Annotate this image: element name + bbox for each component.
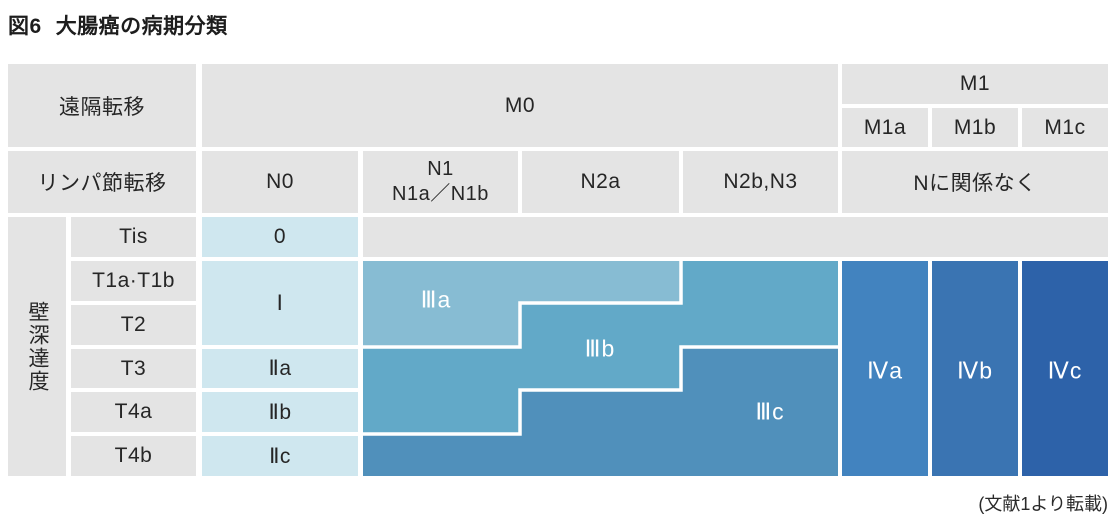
stage-cell-iia: Ⅱa — [202, 349, 358, 388]
n0-header: N0 — [202, 151, 358, 213]
n2b-n3-header: N2b,N3 — [683, 151, 838, 213]
source-caption: (文献1より転載) — [978, 494, 1108, 514]
depth-of-invasion-header: 壁深達度 — [8, 217, 66, 476]
stage-bar-ivc — [1022, 261, 1108, 476]
distant-metastasis-header: 遠隔転移 — [8, 64, 196, 147]
m1b-header: M1b — [932, 108, 1018, 147]
stage-label-ivb: Ⅳb — [956, 357, 994, 384]
stage-bar-iva — [842, 261, 928, 476]
m0-header: M0 — [202, 64, 838, 147]
n1-header: N1 N1a／N1b — [363, 151, 518, 213]
stage-cell-0: 0 — [202, 217, 358, 257]
stage-label-iiib: Ⅲb — [584, 335, 616, 362]
stage-label-iiic: Ⅲc — [755, 398, 785, 425]
n-any-header: Nに関係なく — [842, 151, 1108, 213]
stage-cell-iib: Ⅱb — [202, 392, 358, 432]
row-label-t4a: T4a — [71, 392, 196, 432]
n2a-header: N2a — [522, 151, 679, 213]
lymph-node-header: リンパ節転移 — [8, 151, 196, 213]
stage-region-iiia — [363, 261, 681, 347]
figure-title: 図6 大腸癌の病期分類 — [8, 10, 228, 40]
m1a-header: M1a — [842, 108, 928, 147]
row-label-t3: T3 — [71, 349, 196, 388]
stage-region-iiib — [363, 261, 838, 434]
stage-label-iva: Ⅳa — [866, 357, 904, 384]
stage-cell-iic: Ⅱc — [202, 436, 358, 476]
divider-iiia-iiib — [363, 261, 683, 349]
stage-bar-ivb — [932, 261, 1018, 476]
m1c-header: M1c — [1022, 108, 1108, 147]
row-label-t1a-t1b: T1a·T1b — [71, 261, 196, 301]
n1-header-line2: N1a／N1b — [392, 183, 489, 205]
figure-title-text: 大腸癌の病期分類 — [55, 15, 228, 38]
row-label-t4b: T4b — [71, 436, 196, 476]
n1-header-line1: N1 — [427, 158, 454, 180]
stage-label-iiia: Ⅲa — [420, 286, 452, 313]
figure-number-label: 図6 — [8, 15, 42, 38]
stage-label-ivc: Ⅳc — [1047, 357, 1083, 384]
row-label-tis: Tis — [71, 217, 196, 257]
m1-header: M1 — [842, 64, 1108, 104]
row-label-t2: T2 — [71, 305, 196, 345]
stage-cell-i: Ⅰ — [202, 261, 358, 345]
tis-na-cell — [363, 217, 1108, 257]
stage-region-iiic — [363, 347, 838, 476]
divider-iiib-iiic — [363, 345, 838, 436]
